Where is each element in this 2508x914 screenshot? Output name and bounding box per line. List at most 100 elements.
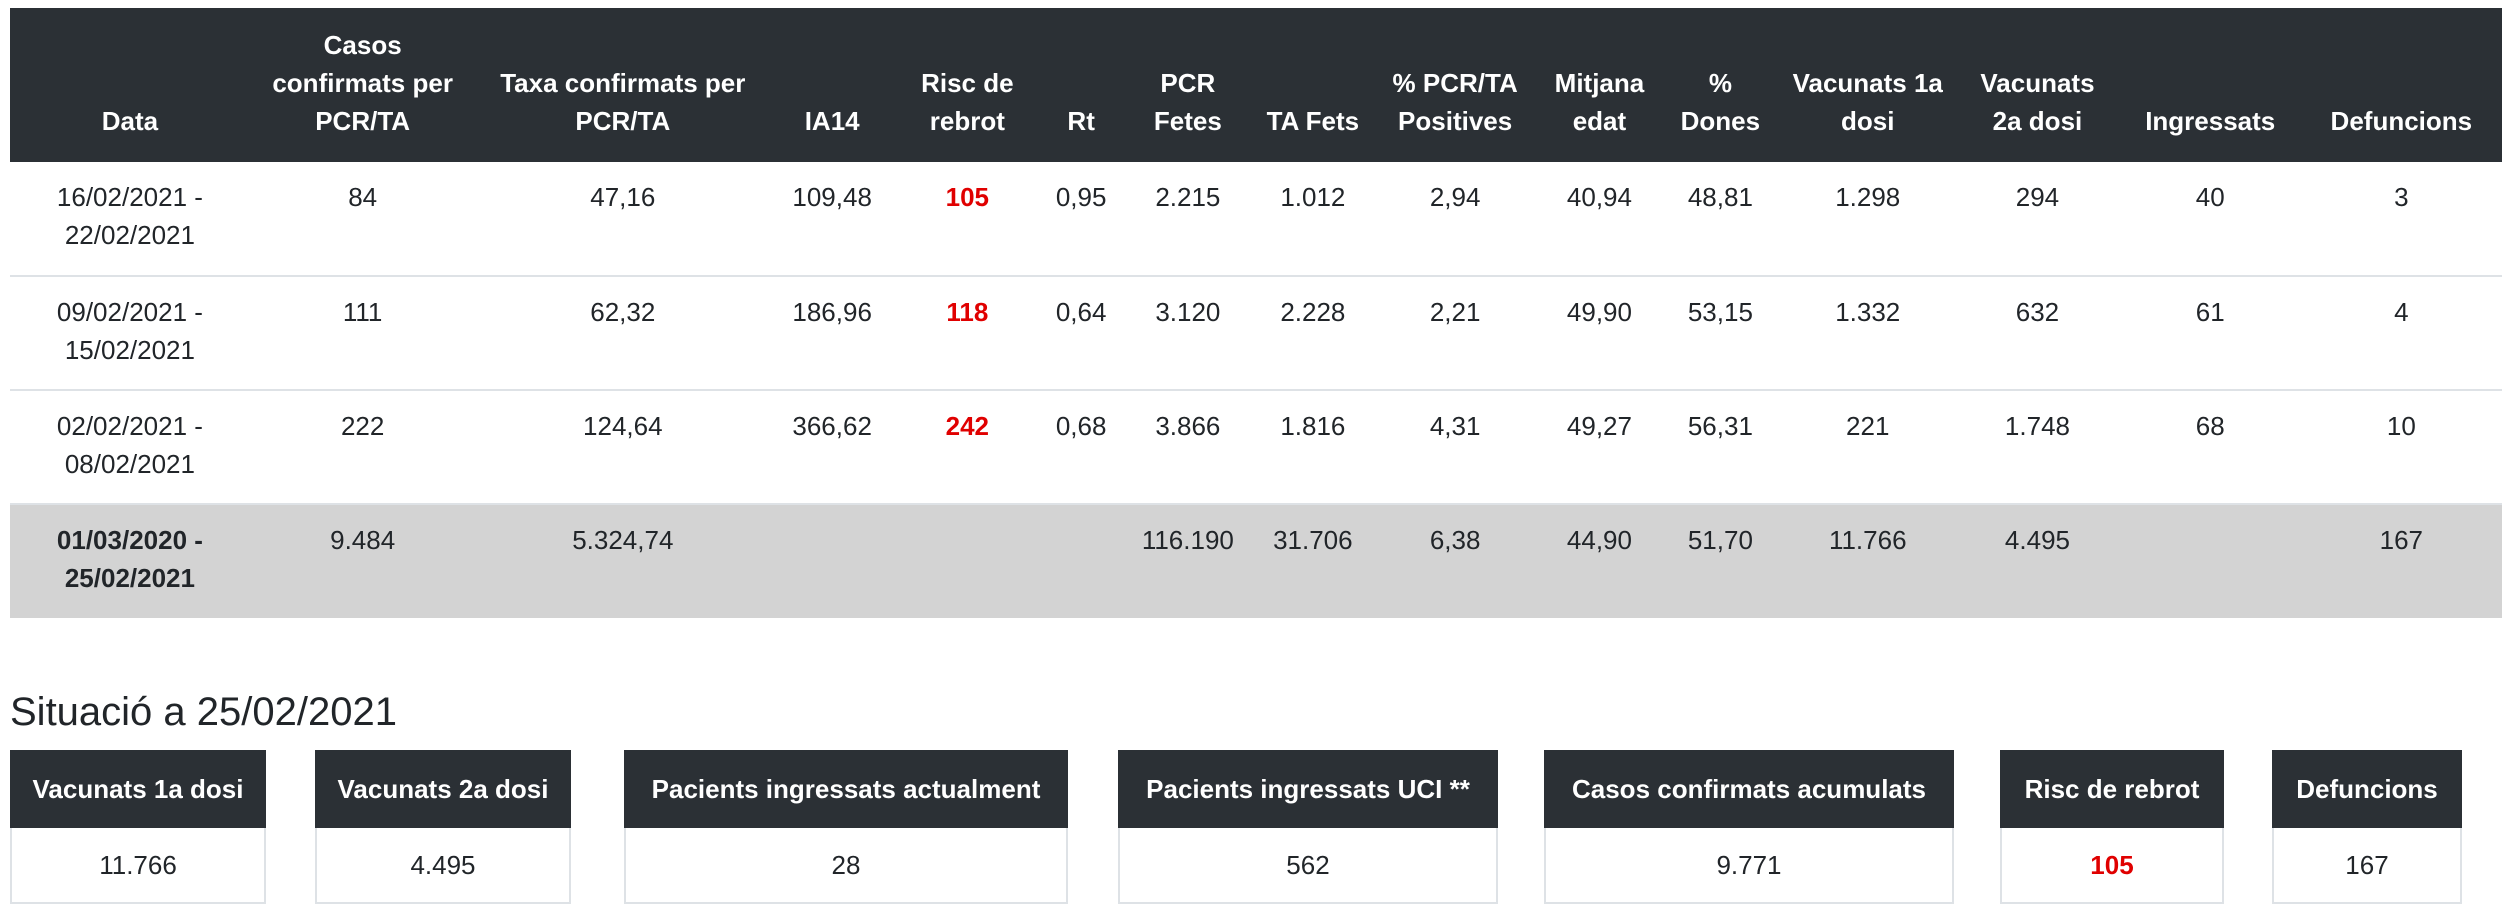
cell-date: 09/02/2021 - 15/02/2021 [10, 276, 250, 391]
cell-positives: 2,94 [1371, 162, 1539, 277]
cell-ia14 [770, 504, 895, 618]
cell-dones: 56,31 [1660, 390, 1781, 505]
cell-pcr: 116.190 [1121, 504, 1254, 618]
cell-casos: 9.484 [249, 504, 476, 618]
header-ta-fets: TA Fets [1253, 8, 1372, 162]
card-value: 562 [1286, 850, 1330, 880]
cell-date: 01/03/2020 - 25/02/2021 [10, 504, 250, 618]
header-data: Data [10, 8, 250, 162]
cell-ta: 1.816 [1253, 390, 1372, 505]
header-pct-positives: % PCR/TA Positives [1371, 8, 1539, 162]
header-taxa-confirmats: Taxa confirmats per PCR/TA [475, 8, 771, 162]
situation-title: Situació a 25/02/2021 [10, 690, 397, 734]
header-risc-rebrot: Risc de rebrot [894, 8, 1041, 162]
cell-positives: 6,38 [1371, 504, 1539, 618]
cell-dones: 48,81 [1660, 162, 1781, 277]
header-pct-dones: % Dones [1660, 8, 1781, 162]
cell-rt [1040, 504, 1122, 618]
cell-taxa: 47,16 [475, 162, 771, 277]
cell-edat: 40,94 [1538, 162, 1661, 277]
card-pacients-uci: Pacients ingressats UCI ** 562 [1118, 750, 1498, 904]
cell-taxa: 62,32 [475, 276, 771, 391]
card-label: Risc de rebrot [2000, 750, 2224, 828]
cell-date: 02/02/2021 - 08/02/2021 [10, 390, 250, 505]
card-label: Vacunats 1a dosi [10, 750, 266, 828]
cell-vac2: 4.495 [1955, 504, 2120, 618]
cell-taxa: 5.324,74 [475, 504, 771, 618]
card-value: 105 [2090, 850, 2134, 880]
cell-pcr: 2.215 [1121, 162, 1254, 277]
cell-vac2: 1.748 [1955, 390, 2120, 505]
card-pacients-ingressats: Pacients ingressats actualment 28 [624, 750, 1068, 904]
cell-risc-rebrot: 118 [894, 276, 1041, 391]
cell-ia14: 186,96 [770, 276, 895, 391]
card-label: Vacunats 2a dosi [315, 750, 571, 828]
cell-ta: 31.706 [1253, 504, 1372, 618]
card-value: 4.495 [410, 850, 476, 880]
cell-ingressats [2119, 504, 2301, 618]
cell-rt: 0,68 [1040, 390, 1122, 505]
table-row: 02/02/2021 - 08/02/2021 222 124,64 366,6… [10, 390, 2502, 505]
card-label: Pacients ingressats actualment [624, 750, 1068, 828]
cell-rt: 0,64 [1040, 276, 1122, 391]
cell-ingressats: 61 [2119, 276, 2301, 391]
cell-ia14: 366,62 [770, 390, 895, 505]
header-mitjana-edat: Mitjana edat [1538, 8, 1661, 162]
table-row: 09/02/2021 - 15/02/2021 111 62,32 186,96… [10, 276, 2502, 391]
cell-date: 16/02/2021 - 22/02/2021 [10, 162, 250, 277]
header-pcr-fetes: PCR Fetes [1121, 8, 1254, 162]
cell-rt: 0,95 [1040, 162, 1122, 277]
card-vacunats-2a: Vacunats 2a dosi 4.495 [315, 750, 571, 904]
table-total-row: 01/03/2020 - 25/02/2021 9.484 5.324,74 1… [10, 504, 2502, 618]
cell-casos: 111 [249, 276, 476, 391]
weekly-stats-table: Data Casos confirmats per PCR/TA Taxa co… [10, 8, 2502, 618]
cell-risc-rebrot: 242 [894, 390, 1041, 505]
cell-vac1: 221 [1780, 390, 1956, 505]
cell-vac1: 1.332 [1780, 276, 1956, 391]
card-value: 167 [2345, 850, 2389, 880]
cell-defuncions: 167 [2300, 504, 2502, 618]
card-value: 28 [831, 850, 861, 880]
header-defuncions: Defuncions [2300, 8, 2502, 162]
cell-taxa: 124,64 [475, 390, 771, 505]
card-value: 11.766 [99, 850, 177, 880]
cell-vac2: 294 [1955, 162, 2120, 277]
cell-ta: 2.228 [1253, 276, 1372, 391]
cell-positives: 2,21 [1371, 276, 1539, 391]
cell-ingressats: 40 [2119, 162, 2301, 277]
cell-edat: 49,90 [1538, 276, 1661, 391]
cell-casos: 222 [249, 390, 476, 505]
cell-edat: 44,90 [1538, 504, 1661, 618]
cell-defuncions: 3 [2300, 162, 2502, 277]
card-defuncions: Defuncions 167 [2272, 750, 2462, 904]
cell-risc-rebrot: 105 [894, 162, 1041, 277]
cell-pcr: 3.866 [1121, 390, 1254, 505]
cell-edat: 49,27 [1538, 390, 1661, 505]
cell-ta: 1.012 [1253, 162, 1372, 277]
cell-defuncions: 10 [2300, 390, 2502, 505]
header-vacunats-2a: Vacunats 2a dosi [1955, 8, 2120, 162]
cell-vac1: 1.298 [1780, 162, 1956, 277]
cell-pcr: 3.120 [1121, 276, 1254, 391]
card-label: Pacients ingressats UCI ** [1118, 750, 1498, 828]
card-label: Defuncions [2272, 750, 2462, 828]
cell-vac1: 11.766 [1780, 504, 1956, 618]
card-risc-rebrot: Risc de rebrot 105 [2000, 750, 2224, 904]
header-vacunats-1a: Vacunats 1a dosi [1780, 8, 1956, 162]
cell-ingressats: 68 [2119, 390, 2301, 505]
cell-dones: 51,70 [1660, 504, 1781, 618]
card-label: Casos confirmats acumulats [1544, 750, 1954, 828]
cell-ia14: 109,48 [770, 162, 895, 277]
cell-dones: 53,15 [1660, 276, 1781, 391]
header-ia14: IA14 [770, 8, 895, 162]
header-casos-confirmats: Casos confirmats per PCR/TA [249, 8, 476, 162]
cell-positives: 4,31 [1371, 390, 1539, 505]
table-row: 16/02/2021 - 22/02/2021 84 47,16 109,48 … [10, 162, 2502, 277]
card-casos-acumulats: Casos confirmats acumulats 9.771 [1544, 750, 1954, 904]
header-ingressats: Ingressats [2119, 8, 2301, 162]
header-rt: Rt [1040, 8, 1122, 162]
cell-defuncions: 4 [2300, 276, 2502, 391]
card-vacunats-1a: Vacunats 1a dosi 11.766 [10, 750, 266, 904]
card-value: 9.771 [1716, 850, 1782, 880]
cell-vac2: 632 [1955, 276, 2120, 391]
